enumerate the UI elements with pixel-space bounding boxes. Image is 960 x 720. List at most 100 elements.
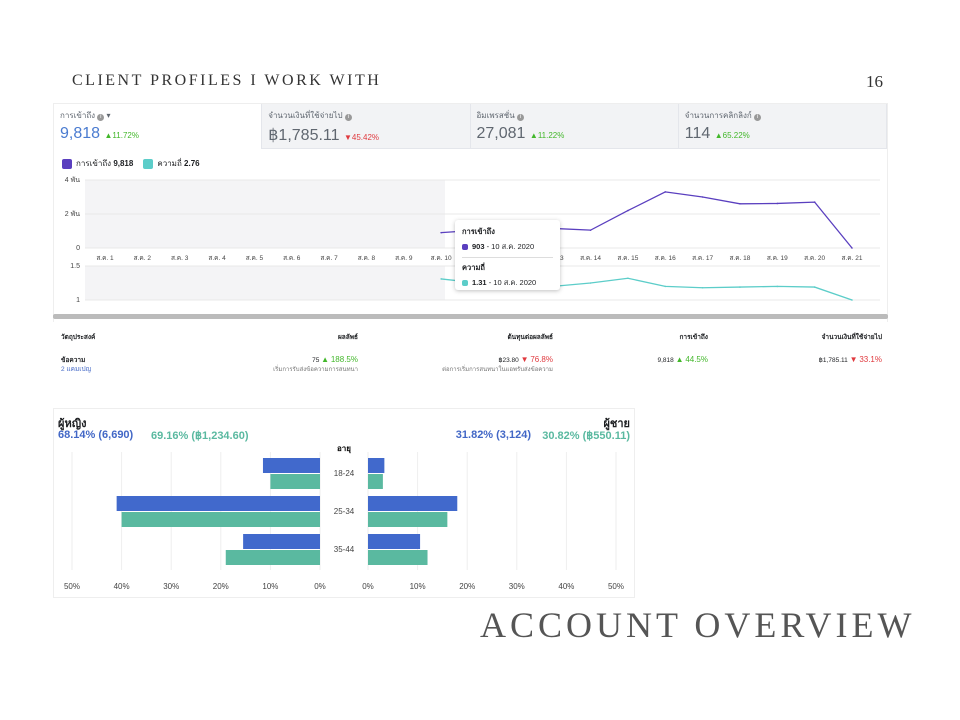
male-spend: 30.82% (฿550.11) [542, 430, 630, 442]
shaded-region [85, 266, 445, 300]
x-tick-label: ส.ค. 20 [804, 255, 825, 262]
horizontal-scrollbar[interactable] [53, 314, 888, 319]
legend-frequency[interactable]: ความถี่ 2.76 [143, 157, 200, 170]
legend-reach[interactable]: การเข้าถึง 9,818 [62, 157, 133, 170]
x-tick-label: ส.ค. 15 [617, 255, 638, 262]
x-tick-label: ส.ค. 17 [692, 255, 713, 262]
tab-label: จำนวนเงินที่ใช้จ่ายไป [268, 111, 343, 120]
results-change: 188.5% [330, 355, 358, 364]
tab-metric-0[interactable]: การเข้าถึง i ▾ 9,818 ▲11.72% [54, 104, 263, 149]
reach-change: 44.5% [685, 355, 708, 364]
female-reach: 68.14% (6,690) [58, 429, 134, 441]
tab-metric-2[interactable]: อิมเพรสชั่น i 27,081 ▲11.22% [470, 104, 679, 149]
cost-sub: ต่อการเริ่มการสนทนาในแอพรับส่งข้อความ [442, 367, 553, 373]
campaigns-link[interactable]: 2 แคมเปญ [61, 366, 92, 373]
spent-change: 33.1% [859, 355, 882, 364]
x-tick-label: 40% [114, 582, 130, 591]
x-tick-label: ส.ค. 4 [208, 255, 226, 262]
legend-value: 9,818 [113, 159, 134, 168]
tab-change: 65.22% [722, 131, 750, 140]
age-label: 35-44 [334, 545, 355, 554]
bar-female-reach [243, 534, 320, 549]
tab-change: 11.72% [112, 131, 139, 140]
objective-cell: ข้อความ [61, 357, 86, 364]
x-tick-label: 20% [213, 582, 229, 591]
tab-value: ฿1,785.11 [268, 127, 340, 144]
reach-line-point [813, 201, 816, 203]
results-cell: 75 ▲ 188.5% เริ่มการรับส่งข้อความการสนทนา [273, 355, 358, 374]
chart-legend: การเข้าถึง 9,818 ความถี่ 2.76 [62, 157, 200, 170]
reach-line-point [776, 202, 779, 205]
x-tick-label: ส.ค. 14 [580, 255, 601, 262]
age-label: 18-24 [334, 469, 355, 478]
y-tick-label: 2 พัน [65, 210, 80, 218]
col-reach[interactable]: การเข้าถึง [679, 334, 708, 341]
age-label: 25-34 [334, 507, 355, 516]
bar-female-reach [262, 458, 320, 473]
dropdown-icon[interactable]: ▾ [106, 111, 111, 120]
bar-male-spend [368, 550, 428, 565]
reach-cell: 9,818 ▲ 44.5% [657, 355, 708, 364]
frequency-line-point [851, 299, 853, 301]
x-tick-label: ส.ค. 10 [431, 255, 452, 262]
page-number: 16 [866, 72, 883, 91]
col-objective[interactable]: วัตถุประสงค์ [61, 334, 96, 341]
col-cost[interactable]: ต้นทุนต่อผลลัพธ์ [507, 334, 553, 341]
tab-change: 11.22% [537, 131, 565, 140]
reach-line-point [851, 247, 853, 249]
reach-line-point [739, 203, 741, 205]
tooltip-freq-value: 1.31 [472, 278, 487, 287]
bar-male-reach [368, 458, 385, 473]
x-tick-label: 30% [509, 582, 525, 591]
reach-value: 9,818 [657, 357, 674, 364]
reach-line-point [664, 191, 667, 193]
results-value: 75 [312, 357, 320, 364]
tab-value: 114 [684, 125, 711, 142]
frequency-line-point [701, 286, 704, 289]
reach-line-point [589, 229, 592, 231]
x-tick-label: 50% [608, 582, 624, 591]
x-tick-label: ส.ค. 8 [358, 255, 376, 262]
x-tick-label: 0% [314, 582, 326, 591]
male-reach: 31.82% (3,124) [455, 429, 531, 441]
legend-label: การเข้าถึง [76, 159, 112, 168]
tab-label: อิมเพรสชั่น [476, 111, 515, 120]
x-tick-label: 40% [558, 582, 574, 591]
col-spent[interactable]: จำนวนเงินที่ใช้จ่ายไป [821, 334, 882, 341]
bar-female-reach [116, 496, 320, 511]
x-tick-label: 20% [459, 582, 475, 591]
tab-metric-3[interactable]: จำนวนการคลิกลิงก์ i 114 ▲65.22% [678, 104, 887, 149]
x-tick-label: 50% [64, 582, 80, 591]
frequency-line-point [589, 282, 592, 284]
info-icon: i [753, 114, 761, 121]
female-heading: ผู้หญิง [58, 418, 87, 430]
x-tick-label: ส.ค. 2 [134, 255, 152, 262]
info-icon: i [516, 114, 524, 121]
x-tick-label: ส.ค. 21 [842, 255, 863, 262]
x-tick-label: 30% [163, 582, 179, 591]
x-tick-label: ส.ค. 9 [395, 255, 413, 262]
tab-value: 9,818 [60, 125, 101, 142]
y-tick-label: 1.5 [70, 263, 80, 270]
tooltip-reach-value: 903 [472, 242, 485, 251]
male-heading: ผู้ชาย [603, 418, 630, 430]
x-tick-label: ส.ค. 18 [729, 255, 750, 262]
frequency-line-point [627, 277, 629, 280]
down-arrow-icon: ▼ [343, 133, 352, 142]
x-tick-label: 10% [262, 582, 278, 591]
tab-metric-1[interactable]: จำนวนเงินที่ใช้จ่ายไป i ฿1,785.11 ▼45.42… [262, 104, 471, 149]
x-tick-label: ส.ค. 19 [767, 255, 788, 262]
down-arrow-icon: ▼ [849, 355, 858, 364]
bar-male-reach [368, 534, 421, 549]
tab-value: 27,081 [476, 125, 526, 142]
bar-male-spend [368, 512, 448, 527]
up-arrow-icon: ▲ [714, 131, 723, 140]
info-icon: i [97, 114, 105, 121]
cost-cell: ฿23.80 ▼ 76.8% ต่อการเริ่มการสนทนาในแอพรั… [442, 355, 553, 374]
chart-tooltip: การเข้าถึง 903 - 10 ส.ค. 2020 ความถี่ 1.… [455, 220, 560, 290]
cost-change: 76.8% [530, 355, 553, 364]
y-tick-label: 1 [76, 297, 80, 304]
col-results[interactable]: ผลลัพธ์ [337, 334, 358, 341]
